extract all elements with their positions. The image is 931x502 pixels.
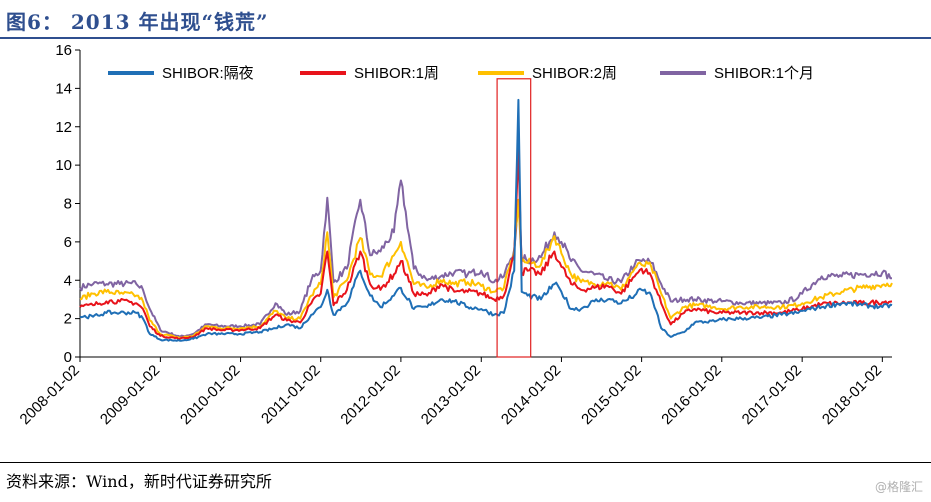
x-tick-label: 2017-01-02 xyxy=(739,362,805,428)
y-tick-label: 10 xyxy=(55,157,72,174)
chart-axes: 0 2 4 6 8 10 12 14 16 2008-01-02 2009-01-02 2010-01… xyxy=(17,42,892,428)
x-tick-label: 2011-01-02 xyxy=(258,362,323,427)
title-divider xyxy=(0,37,931,39)
x-tick-label: 2016-01-02 xyxy=(658,362,724,428)
x-tick-label: 2009-01-02 xyxy=(97,362,163,428)
series-line xyxy=(79,198,893,339)
source-divider xyxy=(0,462,931,463)
legend-label: SHIBOR:2周 xyxy=(532,65,617,82)
y-tick-label: 12 xyxy=(55,119,72,136)
series-layer xyxy=(79,98,893,342)
figure-title: 图6： 2013 年出现“钱荒” xyxy=(6,10,269,34)
y-tick-label: 2 xyxy=(64,311,72,328)
legend: SHIBOR:隔夜 SHIBOR:1周 SHIBOR:2周 SHIBOR:1个月 xyxy=(108,65,814,82)
y-tick-label: 0 xyxy=(64,349,72,366)
x-tick-label: 2012-01-02 xyxy=(337,362,403,428)
y-tick-label: 4 xyxy=(64,272,72,289)
watermark: @格隆汇 xyxy=(874,480,923,494)
series-line xyxy=(79,98,893,342)
x-tick-label: 2008-01-02 xyxy=(17,362,83,428)
series-line xyxy=(79,179,892,338)
x-tick-label: 2013-01-02 xyxy=(418,362,484,428)
line-chart: 0 2 4 6 8 10 12 14 16 2008-01-02 2009-01-02 2010-01… xyxy=(17,42,893,428)
x-tick-label: 2018-01-02 xyxy=(819,362,885,428)
y-tick-label: 8 xyxy=(64,196,72,213)
x-tick-label: 2010-01-02 xyxy=(177,362,243,428)
series-line xyxy=(79,144,893,341)
y-tick-label: 6 xyxy=(64,234,72,251)
y-tick-label: 16 xyxy=(55,42,72,59)
source-note: 资料来源：Wind，新时代证券研究所 xyxy=(6,472,272,491)
y-tick-label: 14 xyxy=(55,80,72,97)
legend-label: SHIBOR:隔夜 xyxy=(162,65,254,82)
highlight-layer xyxy=(496,78,532,358)
legend-label: SHIBOR:1周 xyxy=(354,65,439,82)
legend-label: SHIBOR:1个月 xyxy=(714,65,814,82)
x-tick-label: 2014-01-02 xyxy=(498,362,564,428)
x-tick-label: 2015-01-02 xyxy=(578,362,644,428)
highlight-box xyxy=(496,78,532,358)
